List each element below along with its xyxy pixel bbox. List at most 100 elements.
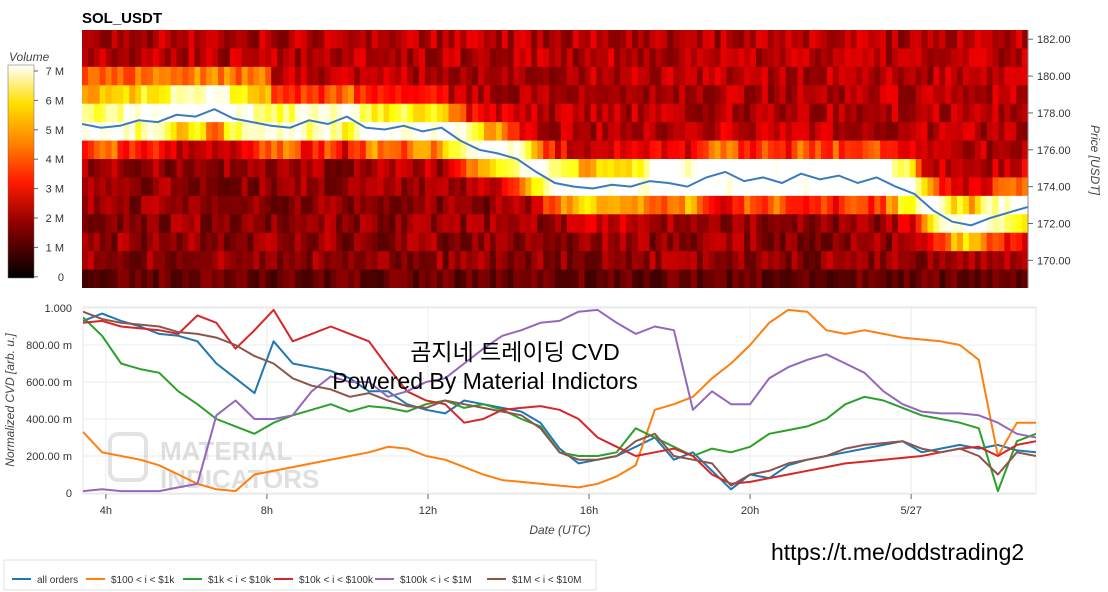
heatmap-cell bbox=[87, 159, 95, 179]
heatmap-cell bbox=[945, 251, 952, 271]
heatmap-cell bbox=[401, 159, 408, 179]
legend-item-s1k[interactable]: $1k < i < $10k bbox=[208, 575, 272, 586]
heatmap-cell bbox=[194, 159, 201, 179]
legend-item-s1m[interactable]: $1M < i < $10M bbox=[512, 575, 581, 586]
heatmap-cell bbox=[868, 177, 875, 197]
heatmap-cell bbox=[815, 195, 822, 215]
heatmap-cell bbox=[791, 195, 799, 215]
heatmap-cell bbox=[696, 48, 704, 68]
heatmap-cell bbox=[436, 85, 444, 105]
heatmap-cell bbox=[223, 85, 231, 105]
heatmap-cell bbox=[519, 159, 527, 179]
heatmap-cell bbox=[892, 48, 899, 68]
heatmap-cell bbox=[330, 85, 337, 105]
heatmap-cell bbox=[164, 214, 172, 234]
heatmap-cell bbox=[206, 103, 213, 123]
heatmap-cell bbox=[170, 30, 178, 50]
heatmap-cell bbox=[785, 232, 793, 252]
heatmap-cell bbox=[436, 269, 444, 288]
heatmap-cell bbox=[915, 30, 923, 50]
heatmap-cell bbox=[141, 66, 148, 86]
legend-item-s10k[interactable]: $10k < i < $100k bbox=[299, 575, 374, 586]
legend-item-s100[interactable]: $100 < i < $1k bbox=[111, 575, 175, 586]
heatmap-cell bbox=[892, 103, 899, 123]
heatmap-cell bbox=[436, 122, 444, 142]
heatmap-cell bbox=[968, 48, 976, 68]
heatmap-cell bbox=[744, 85, 751, 105]
heatmap-cell bbox=[549, 177, 556, 197]
heatmap-cell bbox=[1004, 177, 1011, 197]
heatmap-cell bbox=[690, 177, 698, 197]
heatmap-cell bbox=[105, 214, 113, 234]
heatmap-cell bbox=[791, 177, 799, 197]
heatmap-cell bbox=[395, 30, 402, 50]
cvd-x-tick-label: 12h bbox=[419, 505, 437, 517]
heatmap-cell bbox=[537, 251, 544, 271]
heatmap-cell bbox=[637, 85, 645, 105]
heatmap-cell bbox=[531, 177, 538, 197]
heatmap-cell bbox=[123, 269, 130, 288]
price-tick-label: 176.00 bbox=[1037, 145, 1071, 157]
heatmap-cell bbox=[206, 66, 213, 86]
heatmap-cell bbox=[945, 30, 952, 50]
heatmap-cell bbox=[631, 251, 639, 271]
heatmap-cell bbox=[886, 251, 893, 271]
heatmap-cell bbox=[625, 66, 633, 86]
heatmap-cell bbox=[407, 214, 414, 234]
heatmap-cell bbox=[525, 30, 532, 50]
heatmap-cell bbox=[744, 103, 751, 123]
telegram-link[interactable]: https://t.me/oddstrading2 bbox=[771, 539, 1024, 565]
heatmap-cell bbox=[957, 85, 964, 105]
legend-item-all[interactable]: all orders bbox=[37, 575, 78, 586]
heatmap-cell bbox=[815, 122, 822, 142]
heatmap-cell bbox=[253, 30, 260, 50]
heatmap-cell bbox=[779, 251, 787, 271]
heatmap-cell bbox=[1004, 251, 1011, 271]
heatmap-cell bbox=[200, 251, 207, 271]
heatmap-cell bbox=[93, 269, 101, 288]
heatmap-cell bbox=[395, 85, 402, 105]
heatmap-cell bbox=[809, 177, 816, 197]
heatmap-cell bbox=[673, 122, 680, 142]
heatmap-cell bbox=[377, 48, 385, 68]
heatmap-cell bbox=[82, 269, 89, 288]
heatmap-cell bbox=[744, 48, 751, 68]
heatmap-cell bbox=[472, 232, 479, 252]
heatmap-cell bbox=[874, 103, 881, 123]
legend-item-s100k[interactable]: $100k < i < $1M bbox=[400, 575, 472, 586]
heatmap-cell bbox=[862, 66, 869, 86]
heatmap-cell bbox=[655, 214, 663, 234]
heatmap-cell bbox=[525, 177, 532, 197]
heatmap-cell bbox=[921, 214, 929, 234]
heatmap-cell bbox=[111, 214, 119, 234]
heatmap-cell bbox=[679, 103, 686, 123]
heatmap-cell bbox=[821, 103, 828, 123]
heatmap-cell bbox=[549, 214, 556, 234]
heatmap-cell bbox=[306, 214, 314, 234]
heatmap-cell bbox=[968, 103, 976, 123]
heatmap-cell bbox=[348, 214, 355, 234]
heatmap-cell bbox=[838, 66, 846, 86]
heatmap-cell bbox=[897, 122, 905, 142]
heatmap-cell bbox=[312, 122, 320, 142]
heatmap-cell bbox=[933, 214, 940, 234]
heatmap-cell bbox=[389, 177, 396, 197]
heatmap-cell bbox=[306, 48, 314, 68]
heatmap-cell bbox=[602, 140, 609, 160]
heatmap-cell bbox=[336, 251, 343, 271]
heatmap-cell bbox=[892, 66, 899, 86]
heatmap-cell bbox=[265, 85, 272, 105]
heatmap-cell bbox=[625, 140, 633, 160]
heatmap-cell bbox=[324, 159, 331, 179]
heatmap-cell bbox=[986, 251, 994, 271]
heatmap-cell bbox=[419, 30, 426, 50]
heatmap-cell bbox=[608, 251, 615, 271]
heatmap-cell bbox=[147, 48, 154, 68]
watermark-logo-line1: MATERIAL bbox=[160, 436, 293, 466]
heatmap-cell bbox=[288, 48, 296, 68]
heatmap-cell bbox=[702, 269, 710, 288]
heatmap-cell bbox=[241, 48, 249, 68]
heatmap-cell bbox=[767, 85, 775, 105]
heatmap-cell bbox=[407, 122, 414, 142]
heatmap-cell bbox=[283, 122, 290, 142]
